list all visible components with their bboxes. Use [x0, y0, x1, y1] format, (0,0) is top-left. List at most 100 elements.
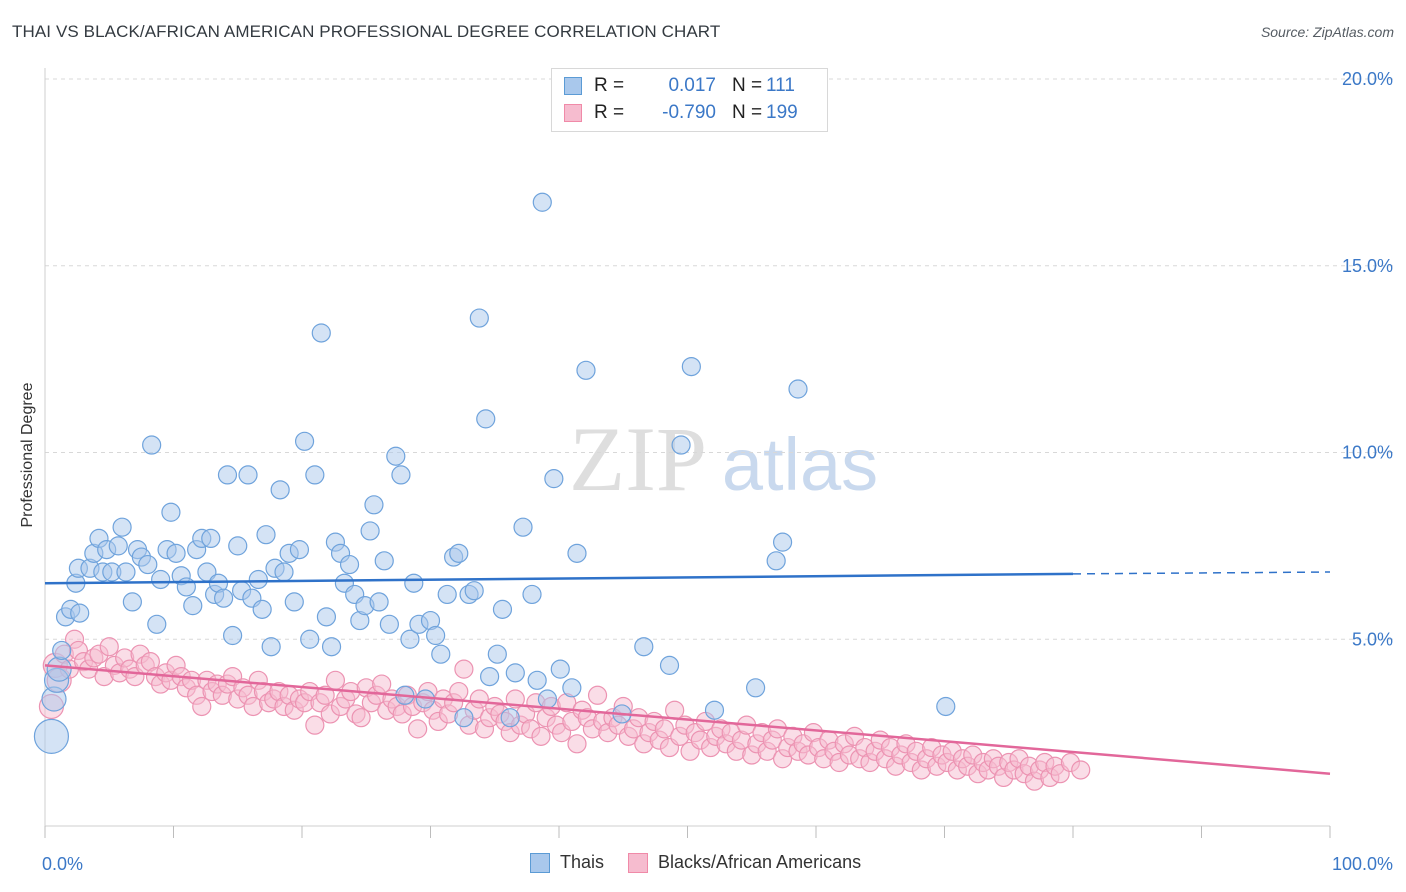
- data-point-thais: [142, 435, 162, 455]
- data-point-thais: [339, 554, 360, 575]
- watermark-zip: ZIP: [569, 408, 707, 510]
- data-point-thais: [360, 521, 380, 541]
- data-point-thais: [321, 637, 342, 657]
- series-thais-points: [33, 192, 956, 754]
- data-point-thais: [386, 446, 406, 466]
- data-point-thais: [300, 629, 320, 649]
- data-point-thais: [788, 379, 808, 399]
- data-point-thais: [228, 536, 248, 556]
- data-point-thais: [936, 696, 956, 717]
- data-point-thais: [681, 356, 701, 377]
- data-point-thais: [52, 640, 72, 661]
- data-point-thais: [400, 629, 420, 649]
- source-credit: Source: ZipAtlas.com: [1260, 24, 1394, 40]
- legend-swatch-blacks: [564, 104, 582, 122]
- data-point-blacks: [531, 726, 551, 746]
- grid-lines: [45, 78, 1393, 640]
- chart-title: THAI VS BLACK/AFRICAN AMERICAN PROFESSIO…: [12, 22, 721, 41]
- data-point-thais: [671, 435, 691, 455]
- data-point-thais: [369, 592, 389, 612]
- data-point-thais: [550, 659, 570, 679]
- data-point-thais: [311, 323, 331, 343]
- legend-n-label: N =: [732, 75, 763, 96]
- data-point-thais: [522, 584, 542, 605]
- legend-n-label: N =: [732, 102, 763, 123]
- tick-labels: 5.0% 10.0% 15.0% 20.0% 0.0% 100.0%: [42, 69, 1393, 874]
- data-point-thais: [214, 588, 234, 608]
- data-point-thais: [746, 678, 766, 698]
- x-tick-label-max: 100.0%: [1332, 854, 1393, 874]
- data-point-thais: [238, 465, 258, 485]
- series-legend-thais[interactable]: Thais: [530, 852, 604, 873]
- data-point-thais: [108, 536, 128, 556]
- legend-r-value-blacks: -0.790: [662, 102, 716, 123]
- data-point-blacks: [325, 670, 346, 690]
- data-point-thais: [437, 584, 457, 605]
- data-point-thais: [305, 465, 325, 485]
- data-point-thais: [772, 532, 793, 552]
- trend-lines: [44, 571, 1331, 775]
- data-point-thais: [374, 551, 394, 571]
- series-blacks-points: [38, 629, 1091, 791]
- data-point-thais: [122, 592, 142, 612]
- series-legend-blacks[interactable]: Blacks/African Americans: [628, 852, 861, 873]
- data-point-thais: [151, 569, 171, 590]
- series-label-blacks: Blacks/African Americans: [658, 852, 862, 872]
- data-point-thais: [513, 517, 533, 537]
- data-point-thais: [183, 596, 203, 616]
- data-point-thais: [449, 543, 469, 563]
- data-point-thais: [464, 581, 484, 601]
- data-point-thais: [70, 603, 90, 623]
- trend-line-thais-extension: [1072, 571, 1331, 575]
- data-point-thais: [161, 502, 181, 522]
- x-tick-label-min: 0.0%: [42, 854, 83, 874]
- legend-r-label: R =: [594, 102, 625, 123]
- data-point-thais: [431, 644, 451, 664]
- data-point-thais: [217, 465, 238, 485]
- legend-swatch-thais: [564, 77, 582, 95]
- data-point-thais: [201, 528, 221, 549]
- data-point-thais: [505, 663, 525, 683]
- data-point-thais: [379, 614, 399, 634]
- series-legend: Thais Blacks/African Americans: [530, 852, 885, 873]
- legend-n-value-thais: 111: [766, 75, 795, 96]
- data-point-thais: [766, 551, 786, 571]
- legend-n-value-blacks: 199: [766, 102, 798, 123]
- data-point-thais: [112, 517, 132, 537]
- data-point-thais: [492, 599, 513, 619]
- data-point-thais: [391, 465, 411, 485]
- data-point-blacks: [449, 681, 469, 702]
- correlation-legend: R = 0.017 N = 111 R = -0.790 N = 199: [551, 68, 828, 132]
- data-point-blacks: [454, 659, 474, 679]
- legend-row-thais: R = 0.017 N = 111: [564, 73, 806, 99]
- data-point-thais: [469, 308, 489, 328]
- watermark: ZIP atlas: [569, 408, 878, 510]
- data-point-thais: [404, 573, 424, 593]
- series-swatch-blacks: [628, 852, 649, 873]
- y-tick-label: 15.0%: [1342, 256, 1393, 276]
- y-tick-label: 5.0%: [1352, 629, 1393, 649]
- data-point-blacks: [1071, 760, 1091, 780]
- legend-r-label: R =: [594, 75, 625, 96]
- y-tick-label: 10.0%: [1342, 443, 1393, 463]
- data-point-thais: [116, 562, 136, 582]
- data-point-thais: [147, 614, 167, 634]
- data-point-thais: [223, 625, 243, 646]
- data-point-thais: [634, 637, 654, 657]
- data-point-thais: [537, 689, 558, 709]
- data-point-thais: [562, 678, 582, 698]
- data-point-thais: [454, 708, 474, 728]
- data-point-thais: [294, 431, 315, 451]
- data-point-thais: [500, 708, 520, 728]
- data-point-thais: [316, 607, 337, 627]
- data-point-thais: [487, 644, 507, 664]
- series-label-thais: Thais: [560, 852, 605, 872]
- data-point-thais: [659, 655, 680, 675]
- data-point-blacks: [351, 708, 371, 728]
- data-point-thais: [33, 718, 70, 754]
- data-point-thais: [270, 480, 290, 500]
- data-point-thais: [576, 360, 596, 380]
- data-point-thais: [426, 625, 446, 646]
- data-point-thais: [274, 562, 294, 582]
- data-point-blacks: [315, 685, 335, 705]
